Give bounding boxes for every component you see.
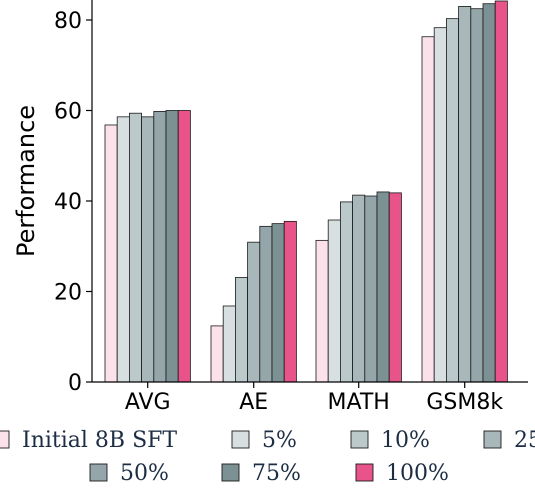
legend-label: 10% [381,428,430,453]
y-tick-label: 0 [68,371,82,396]
bar [352,194,366,383]
bar [433,27,447,383]
bar [116,116,130,383]
x-tick-label: GSM8k [426,390,503,415]
y-tick-label: 20 [54,281,82,306]
y-tick-label: 60 [54,100,82,125]
bar [494,0,508,383]
bar [445,18,459,383]
bar [104,124,118,383]
legend-swatch [0,430,10,449]
bar [364,195,378,383]
bar [165,110,179,383]
bar [327,219,341,383]
bar [421,36,435,383]
legend-label: 100% [386,461,449,486]
x-axis-ticks: AVG AE MATH GSM8k [125,382,503,415]
legend-swatch [355,463,374,482]
legend-label: 75% [252,461,301,486]
legend-swatch [231,430,250,449]
legend-label: Initial 8B SFT [22,428,177,453]
bar [283,220,297,383]
x-tick-label: MATH [328,390,390,415]
bar [315,239,329,383]
legend-swatch [221,463,240,482]
legend-swatch [89,463,108,482]
legend-swatch [350,430,369,449]
bar [271,223,285,383]
bar [153,111,167,383]
y-tick-label: 80 [54,9,82,34]
bar [458,6,472,383]
bar [388,192,402,383]
bar [222,305,236,383]
legend-swatch [483,430,502,449]
legend: Initial 8B SFT 5% 10% 25% 50% 75% 100% [0,428,535,486]
y-axis-title: Performance [12,105,40,257]
bar [141,116,155,383]
bar [177,110,191,383]
bar [470,8,484,383]
bar [234,277,248,383]
bar [247,241,261,383]
bar [482,3,496,383]
bar [376,191,390,383]
x-tick-label: AE [239,390,268,415]
bar [210,325,224,383]
bar [339,201,353,383]
bar [259,225,273,383]
y-axis-ticks: 0 20 40 60 80 [54,9,92,396]
legend-label: 5% [262,428,297,453]
legend-label: 50% [120,461,169,486]
x-tick-label: AVG [125,390,171,415]
bar [128,112,142,383]
y-tick-label: 40 [54,190,82,215]
legend-label: 25% [514,428,535,453]
bars [104,0,508,383]
